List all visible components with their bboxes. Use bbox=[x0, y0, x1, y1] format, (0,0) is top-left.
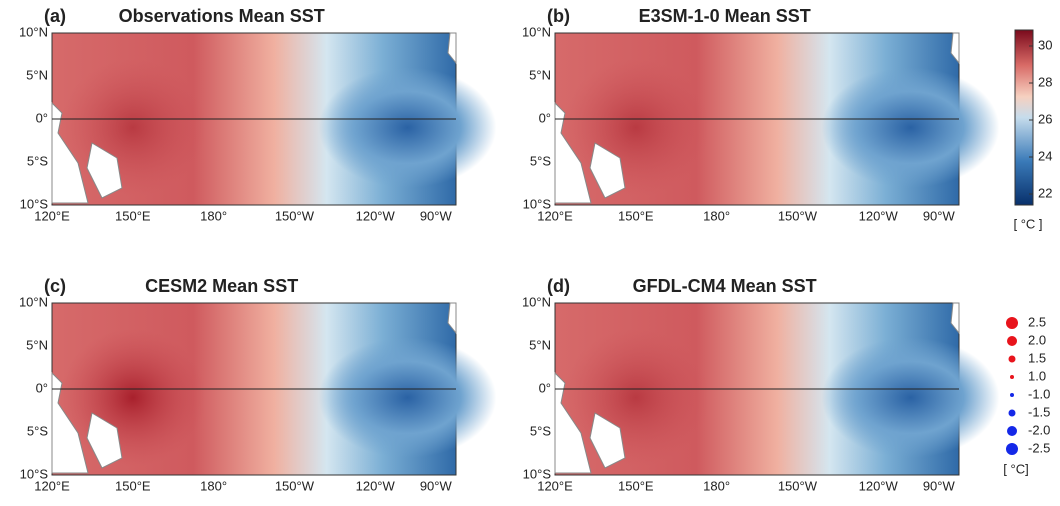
panel-title: GFDL-CM4 Mean SST bbox=[633, 276, 817, 296]
colorbar-unit: [ °C ] bbox=[1013, 216, 1042, 231]
legend-label: -1.0 bbox=[1028, 386, 1050, 401]
legend-dot bbox=[1010, 375, 1014, 379]
legend-dot bbox=[1007, 336, 1017, 346]
colorbar-tick-label: 22 bbox=[1038, 185, 1052, 200]
y-tick-label: 10°N bbox=[522, 24, 551, 39]
panel-title: E3SM-1-0 Mean SST bbox=[639, 6, 811, 26]
panel-label: (d) bbox=[547, 276, 570, 296]
x-tick-label: 150°W bbox=[778, 208, 818, 223]
legend-label: 1.0 bbox=[1028, 368, 1046, 383]
x-tick-label: 120°E bbox=[34, 478, 70, 493]
y-tick-label: 10°S bbox=[20, 196, 49, 211]
legend-label: -1.5 bbox=[1028, 404, 1050, 419]
y-tick-label: 10°N bbox=[19, 294, 48, 309]
y-tick-label: 5°S bbox=[530, 423, 551, 438]
x-tick-label: 120°E bbox=[34, 208, 70, 223]
y-tick-label: 0° bbox=[36, 110, 48, 125]
panel-title: CESM2 Mean SST bbox=[145, 276, 298, 296]
y-tick-label: 10°S bbox=[523, 196, 552, 211]
legend-dot bbox=[1006, 317, 1018, 329]
x-tick-label: 90°W bbox=[420, 478, 453, 493]
x-tick-label: 150°W bbox=[275, 208, 315, 223]
legend-unit: [ °C] bbox=[1003, 461, 1028, 476]
x-tick-label: 90°W bbox=[923, 478, 956, 493]
colorbar-tick-label: 24 bbox=[1038, 148, 1052, 163]
y-tick-label: 10°N bbox=[522, 294, 551, 309]
x-tick-label: 90°W bbox=[420, 208, 453, 223]
x-tick-label: 180° bbox=[703, 208, 730, 223]
y-tick-label: 10°N bbox=[19, 24, 48, 39]
legend-dot bbox=[1008, 355, 1016, 363]
warm-pool bbox=[60, 328, 206, 467]
land bbox=[554, 302, 960, 474]
x-tick-label: 150°E bbox=[115, 208, 151, 223]
legend-label: -2.0 bbox=[1028, 422, 1050, 437]
land bbox=[51, 32, 457, 204]
y-tick-label: 0° bbox=[539, 110, 551, 125]
legend-dot bbox=[1006, 443, 1018, 455]
legend-dot bbox=[1007, 426, 1017, 436]
x-tick-label: 120°E bbox=[537, 478, 573, 493]
y-tick-label: 5°S bbox=[27, 423, 48, 438]
y-tick-label: 5°N bbox=[26, 67, 48, 82]
y-tick-label: 0° bbox=[36, 380, 48, 395]
cold-tongue bbox=[821, 337, 1000, 458]
x-tick-label: 120°W bbox=[859, 208, 899, 223]
y-tick-label: 5°N bbox=[529, 67, 551, 82]
panel-label: (b) bbox=[547, 6, 570, 26]
land bbox=[554, 32, 960, 204]
x-tick-label: 180° bbox=[200, 208, 227, 223]
x-tick-label: 180° bbox=[703, 478, 730, 493]
warm-pool bbox=[563, 328, 709, 467]
colorbar-tick-label: 28 bbox=[1038, 74, 1052, 89]
panel-label: (a) bbox=[44, 6, 66, 26]
cold-tongue bbox=[318, 337, 497, 458]
legend-label: 2.5 bbox=[1028, 314, 1046, 329]
x-tick-label: 180° bbox=[200, 478, 227, 493]
x-tick-label: 150°W bbox=[778, 478, 818, 493]
panel-title: Observations Mean SST bbox=[119, 6, 325, 26]
x-tick-label: 90°W bbox=[923, 208, 956, 223]
warm-pool bbox=[60, 58, 206, 197]
x-tick-label: 120°W bbox=[356, 208, 396, 223]
x-tick-label: 120°W bbox=[356, 478, 396, 493]
land bbox=[51, 302, 457, 474]
x-tick-label: 150°E bbox=[618, 208, 654, 223]
x-tick-label: 120°W bbox=[859, 478, 899, 493]
x-tick-label: 150°E bbox=[115, 478, 151, 493]
legend-dot bbox=[1010, 393, 1014, 397]
legend-label: 2.0 bbox=[1028, 332, 1046, 347]
legend-label: -2.5 bbox=[1028, 440, 1050, 455]
y-tick-label: 5°S bbox=[530, 153, 551, 168]
y-tick-label: 10°S bbox=[523, 466, 552, 481]
y-tick-label: 5°S bbox=[27, 153, 48, 168]
y-tick-label: 0° bbox=[539, 380, 551, 395]
colorbar-tick-label: 30 bbox=[1038, 37, 1052, 52]
y-tick-label: 5°N bbox=[26, 337, 48, 352]
x-tick-label: 150°W bbox=[275, 478, 315, 493]
panel-label: (c) bbox=[44, 276, 66, 296]
y-tick-label: 5°N bbox=[529, 337, 551, 352]
cold-tongue bbox=[821, 67, 1000, 188]
cold-tongue bbox=[318, 67, 497, 188]
x-tick-label: 150°E bbox=[618, 478, 654, 493]
x-tick-label: 120°E bbox=[537, 208, 573, 223]
colorbar-tick-label: 26 bbox=[1038, 111, 1052, 126]
y-tick-label: 10°S bbox=[20, 466, 49, 481]
warm-pool bbox=[563, 58, 709, 197]
legend-label: 1.5 bbox=[1028, 350, 1046, 365]
legend-dot bbox=[1008, 409, 1016, 417]
colorbar bbox=[1014, 29, 1034, 206]
